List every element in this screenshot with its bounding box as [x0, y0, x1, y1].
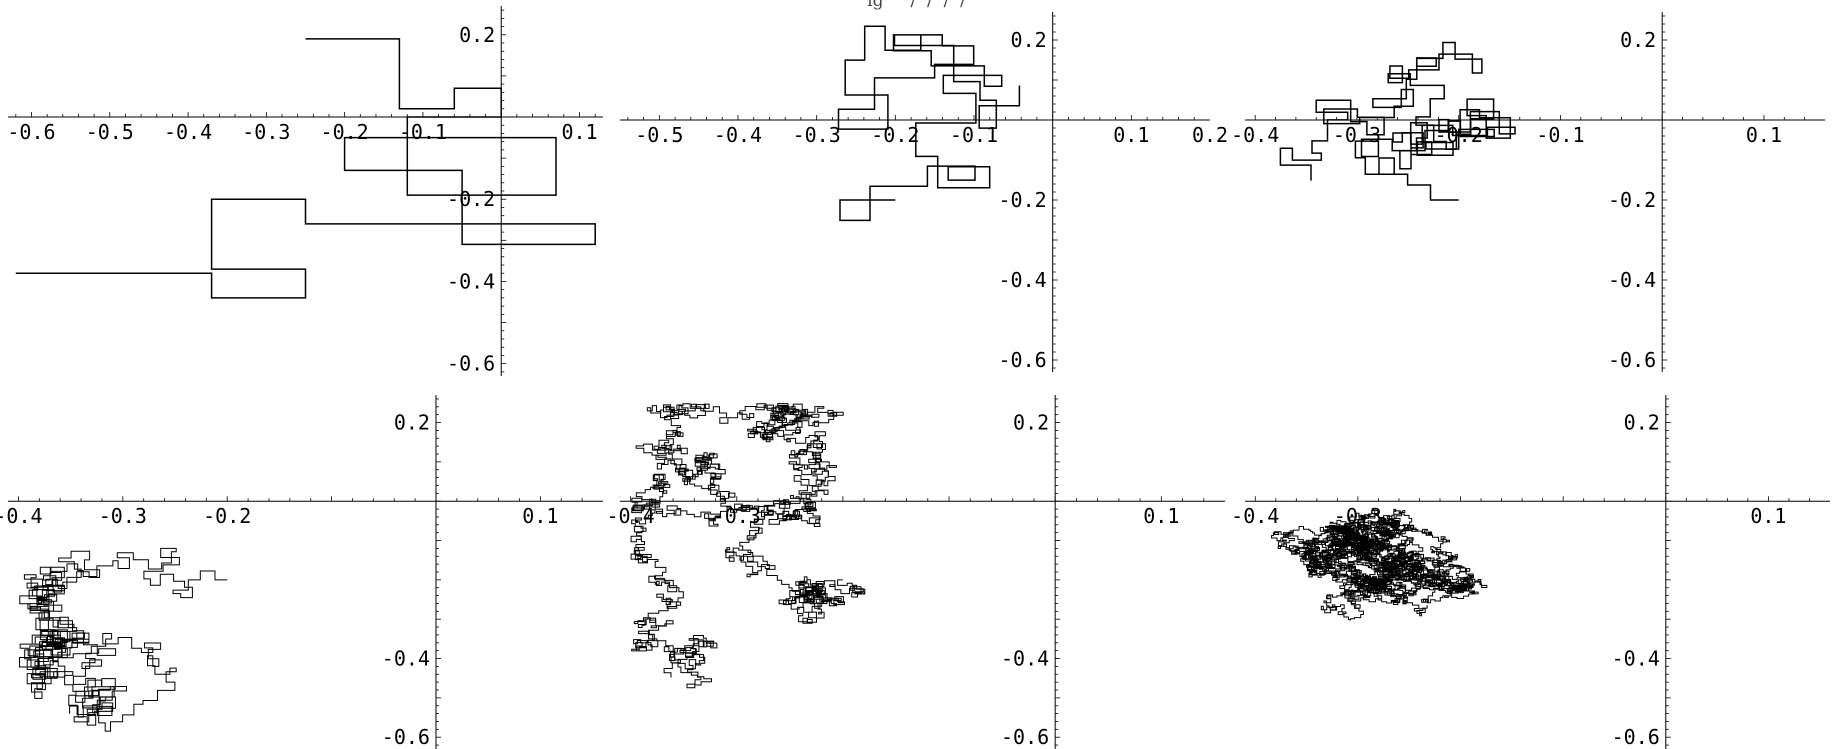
x-tick-label: -0.1	[1536, 123, 1584, 147]
y-tick-label: -0.4	[447, 269, 495, 293]
x-tick-label: 0.1	[1143, 504, 1179, 528]
y-tick-label: 0.2	[1620, 28, 1656, 52]
panel-3: -0.4 -0.3 -0.2 -0.1 0.1 0.2 -0.2 -0.4 -0.6	[1231, 12, 1825, 372]
panel-6: -0.4 -0.3 0.1 0.2 -0.4 -0.6	[1231, 395, 1830, 749]
walk-path	[19, 547, 228, 732]
x-tick-label: -0.4	[1231, 123, 1279, 147]
y-tick-label: -0.6	[1608, 348, 1656, 372]
x-tick-label: 0.1	[1746, 123, 1782, 147]
x-tick-label: -0.3	[713, 504, 761, 528]
x-tick-label: -0.3	[1334, 504, 1382, 528]
y-tick-label: -0.2	[447, 187, 495, 211]
y-tick-label: 0.2	[1013, 411, 1049, 435]
panel-5: -0.4 -0.3 0.1 0.2 -0.4 -0.6	[607, 395, 1225, 749]
x-tick-label: -0.2	[203, 504, 251, 528]
walk-path	[1279, 41, 1516, 201]
y-tick-label: -0.6	[1612, 725, 1660, 749]
y-tick-label: 0.2	[459, 23, 495, 47]
panel-4: -0.4 -0.3 -0.2 0.1 0.2 -0.4 -0.6	[0, 395, 603, 749]
y-tick-label: 0.2	[394, 411, 430, 435]
x-tick-label: -0.3	[242, 120, 290, 144]
x-tick-label: -0.4	[1231, 504, 1279, 528]
x-tick-label: -0.4	[164, 120, 212, 144]
y-tick-label: -0.4	[382, 647, 430, 671]
x-tick-label: -0.5	[86, 120, 134, 144]
x-tick-label: -0.4	[607, 504, 655, 528]
walk-path	[837, 25, 1021, 222]
y-tick-label: -0.6	[447, 352, 495, 376]
x-tick-label: -0.2	[1435, 123, 1483, 147]
x-tick-label: -0.4	[714, 123, 762, 147]
x-tick-label: -0.3	[99, 504, 147, 528]
panel-1: -0.6 -0.5 -0.4 -0.3 -0.2 -0.1 0.1 0.2 -0.2 -0.4 -0…	[7, 6, 603, 376]
x-tick-label: -0.3	[793, 123, 841, 147]
x-tick-label: 0.1	[1113, 123, 1149, 147]
y-tick-label: 0.2	[1011, 28, 1047, 52]
x-tick-label: -0.1	[399, 120, 447, 144]
x-tick-label: -0.3	[1333, 123, 1381, 147]
x-tick-label: -0.2	[321, 120, 369, 144]
y-tick-label: -0.2	[998, 188, 1046, 212]
figure-caption: ig / / / /	[867, 0, 966, 11]
x-tick-label: -0.2	[871, 123, 919, 147]
y-tick-label: -0.2	[1608, 188, 1656, 212]
x-tick-label: 0.1	[561, 120, 597, 144]
y-tick-label: -0.4	[1608, 268, 1656, 292]
walk-path	[630, 403, 866, 689]
x-tick-label: 0.2	[1192, 123, 1228, 147]
x-tick-label: 0.1	[522, 504, 558, 528]
y-tick-label: -0.6	[1001, 725, 1049, 749]
y-tick-label: -0.4	[1001, 647, 1049, 671]
walk-path	[15, 38, 596, 299]
x-tick-label: -0.5	[635, 123, 683, 147]
y-tick-label: -0.6	[382, 725, 430, 749]
x-tick-label: -0.1	[950, 123, 998, 147]
y-tick-label: -0.4	[998, 268, 1046, 292]
x-tick-label: 0.1	[1750, 504, 1786, 528]
panel-2: -0.5 -0.4 -0.3 -0.2 -0.1 0.1 0.2 0.2 -0.2 -0.4 -0.…	[620, 12, 1228, 372]
x-tick-label: -0.6	[7, 120, 55, 144]
y-tick-label: -0.4	[1612, 647, 1660, 671]
walk-path	[1271, 508, 1488, 621]
x-tick-label: -0.4	[0, 504, 43, 528]
y-tick-label: -0.6	[998, 348, 1046, 372]
y-tick-label: 0.2	[1624, 411, 1660, 435]
